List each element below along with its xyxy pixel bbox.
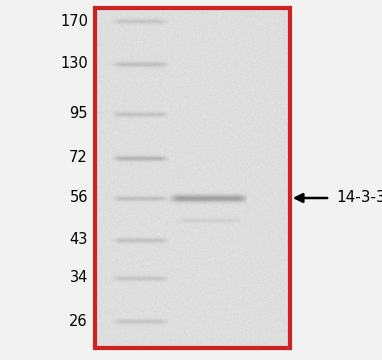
Text: 14-3-3ε: 14-3-3ε [336,190,382,206]
Bar [95,8,290,348]
Text: 43: 43 [70,233,88,248]
Text: 34: 34 [70,270,88,285]
Text: 95: 95 [70,107,88,122]
Text: 170: 170 [60,13,88,28]
Text: 72: 72 [69,150,88,166]
Text: 56: 56 [70,190,88,206]
Text: 26: 26 [70,314,88,328]
Text: 130: 130 [60,57,88,72]
